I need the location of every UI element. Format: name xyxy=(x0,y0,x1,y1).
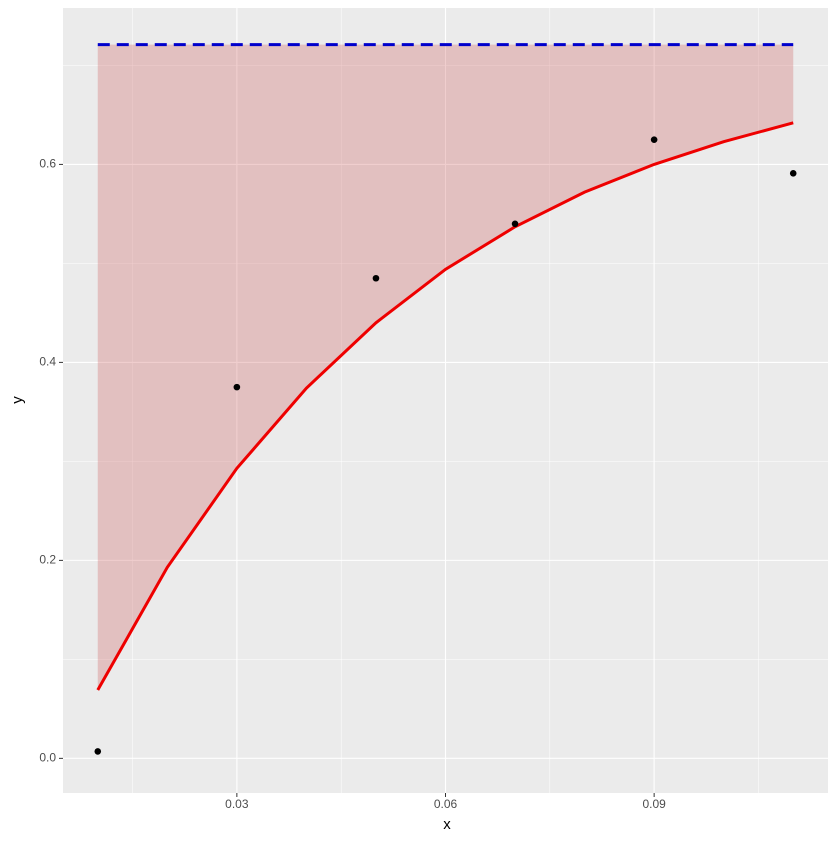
x-tick-label: 0.06 xyxy=(434,797,458,811)
point xyxy=(511,220,519,228)
fit-line xyxy=(96,121,794,691)
y-tick-label: 0.2 xyxy=(39,553,56,567)
y-tick-label: 0.0 xyxy=(39,751,56,765)
x-tick-label: 0.09 xyxy=(642,797,666,811)
point xyxy=(233,383,241,391)
x-axis-label: x xyxy=(443,816,451,833)
point xyxy=(372,274,380,282)
point xyxy=(789,170,797,177)
point xyxy=(650,136,658,143)
ribbon xyxy=(97,44,794,691)
x-tick-label: 0.03 xyxy=(225,797,249,811)
y-axis-label: y xyxy=(9,396,26,404)
y-tick-label: 0.6 xyxy=(39,157,56,171)
point xyxy=(94,748,102,755)
y-tick-label: 0.4 xyxy=(39,355,56,369)
